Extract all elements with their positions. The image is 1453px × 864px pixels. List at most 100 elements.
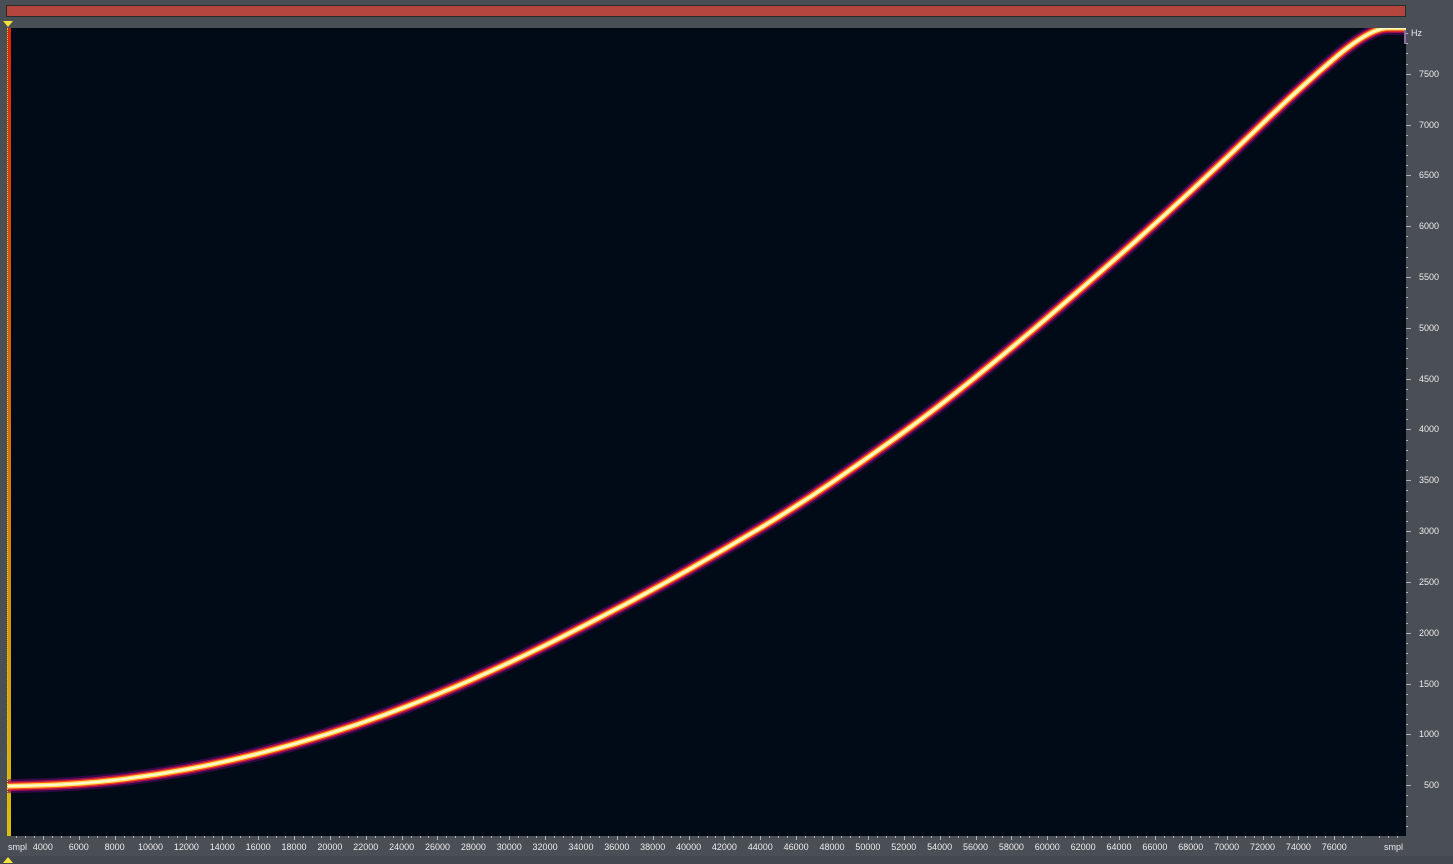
x-minor-tick xyxy=(177,836,179,838)
spectrogram-view[interactable] xyxy=(7,28,1406,836)
sweep-mid xyxy=(7,28,1406,790)
x-minor-tick xyxy=(921,836,923,838)
y-minor-tick xyxy=(1406,459,1408,461)
y-minor-tick xyxy=(1406,541,1408,543)
y-tick-label: 6000 xyxy=(1418,221,1439,232)
x-minor-tick xyxy=(894,836,896,838)
x-minor-tick xyxy=(948,836,950,838)
x-minor-tick xyxy=(571,836,573,838)
y-minor-tick xyxy=(1406,693,1408,695)
frequency-axis: 500 1000 1500 2000 2500 3000 3500 4000 4500 5000 5… xyxy=(1406,28,1453,836)
x-minor-tick xyxy=(1361,836,1363,838)
y-minor-tick xyxy=(1406,348,1408,350)
x-tick-label: 6000 xyxy=(68,842,89,852)
x-minor-tick xyxy=(105,836,107,838)
y-minor-tick xyxy=(1406,43,1408,45)
x-tick-label: 52000 xyxy=(891,842,917,852)
x-tick xyxy=(1011,836,1013,840)
y-minor-tick xyxy=(1406,744,1408,746)
x-minor-tick xyxy=(849,836,851,838)
y-tick xyxy=(1406,73,1411,75)
x-tick-label: 26000 xyxy=(424,842,450,852)
y-minor-tick xyxy=(1406,622,1408,624)
frequency-unit-label: Hz xyxy=(1411,28,1422,38)
x-tick-label: 16000 xyxy=(245,842,271,852)
y-minor-tick xyxy=(1406,815,1408,817)
y-tick xyxy=(1406,683,1411,685)
x-tick xyxy=(42,836,44,840)
sample-unit-label-right: smpl xyxy=(1384,842,1404,852)
x-minor-tick xyxy=(1397,836,1399,838)
x-tick-label: 30000 xyxy=(496,842,522,852)
x-tick-label: 62000 xyxy=(1070,842,1096,852)
x-minor-tick xyxy=(1065,836,1067,838)
y-tick-label: 1500 xyxy=(1418,678,1439,689)
x-tick xyxy=(760,836,762,840)
y-minor-tick xyxy=(1406,724,1408,726)
x-tick-label: 10000 xyxy=(137,842,163,852)
start-marker-icon[interactable] xyxy=(3,21,13,27)
x-tick xyxy=(186,836,188,840)
x-minor-tick xyxy=(1352,836,1354,838)
x-minor-tick xyxy=(15,836,17,838)
x-tick-label: 70000 xyxy=(1214,842,1240,852)
x-minor-tick xyxy=(240,836,242,838)
x-tick-label: 14000 xyxy=(209,842,235,852)
x-minor-tick xyxy=(1038,836,1040,838)
x-tick-label: 72000 xyxy=(1249,842,1276,852)
x-minor-tick xyxy=(661,836,663,838)
x-minor-tick xyxy=(347,836,349,838)
y-minor-tick xyxy=(1406,398,1408,400)
x-minor-tick xyxy=(1199,836,1201,838)
x-minor-tick xyxy=(455,836,457,838)
x-minor-tick xyxy=(1388,836,1390,838)
y-minor-tick xyxy=(1406,470,1408,472)
y-tick xyxy=(1406,124,1411,126)
y-tick xyxy=(1406,632,1411,634)
x-minor-tick xyxy=(1074,836,1076,838)
x-minor-tick xyxy=(589,836,591,838)
x-tick xyxy=(616,836,618,840)
y-minor-tick xyxy=(1406,419,1408,421)
y-minor-tick xyxy=(1406,205,1408,207)
x-minor-tick xyxy=(1289,836,1291,838)
x-minor-tick xyxy=(96,836,98,838)
x-tick-label: 4000 xyxy=(32,842,53,852)
x-tick xyxy=(78,836,80,840)
x-minor-tick xyxy=(24,836,26,838)
y-minor-tick xyxy=(1406,612,1408,614)
overview-bar[interactable] xyxy=(6,5,1406,17)
y-tick-label: 4000 xyxy=(1418,424,1439,435)
x-tick xyxy=(401,836,403,840)
y-minor-tick xyxy=(1406,236,1408,238)
y-tick-label: 2000 xyxy=(1418,627,1439,638)
x-tick xyxy=(688,836,690,840)
x-minor-tick xyxy=(374,836,376,838)
x-minor-tick xyxy=(527,836,529,838)
x-tick-label: 68000 xyxy=(1178,842,1204,852)
x-minor-tick xyxy=(805,836,807,838)
y-minor-tick xyxy=(1406,53,1408,55)
x-minor-tick xyxy=(87,836,89,838)
bottom-marker-icon[interactable] xyxy=(3,857,13,863)
x-minor-tick xyxy=(1127,836,1129,838)
x-tick-label: 34000 xyxy=(568,842,594,852)
sample-unit-label-left: smpl xyxy=(8,842,28,852)
x-minor-tick xyxy=(338,836,340,838)
y-minor-tick xyxy=(1406,266,1408,268)
x-minor-tick xyxy=(1110,836,1112,838)
x-tick-label: 48000 xyxy=(819,842,845,852)
start-cursor-line xyxy=(7,28,9,836)
x-tick-label: 66000 xyxy=(1142,842,1168,852)
x-minor-tick xyxy=(930,836,932,838)
x-minor-tick xyxy=(204,836,206,838)
x-minor-tick xyxy=(670,836,672,838)
y-minor-tick xyxy=(1406,144,1408,146)
x-tick-label: 18000 xyxy=(281,842,307,852)
end-marker xyxy=(1404,30,1406,44)
x-minor-tick xyxy=(159,836,161,838)
x-minor-tick xyxy=(554,836,556,838)
y-tick xyxy=(1406,226,1411,228)
x-tick xyxy=(724,836,726,840)
